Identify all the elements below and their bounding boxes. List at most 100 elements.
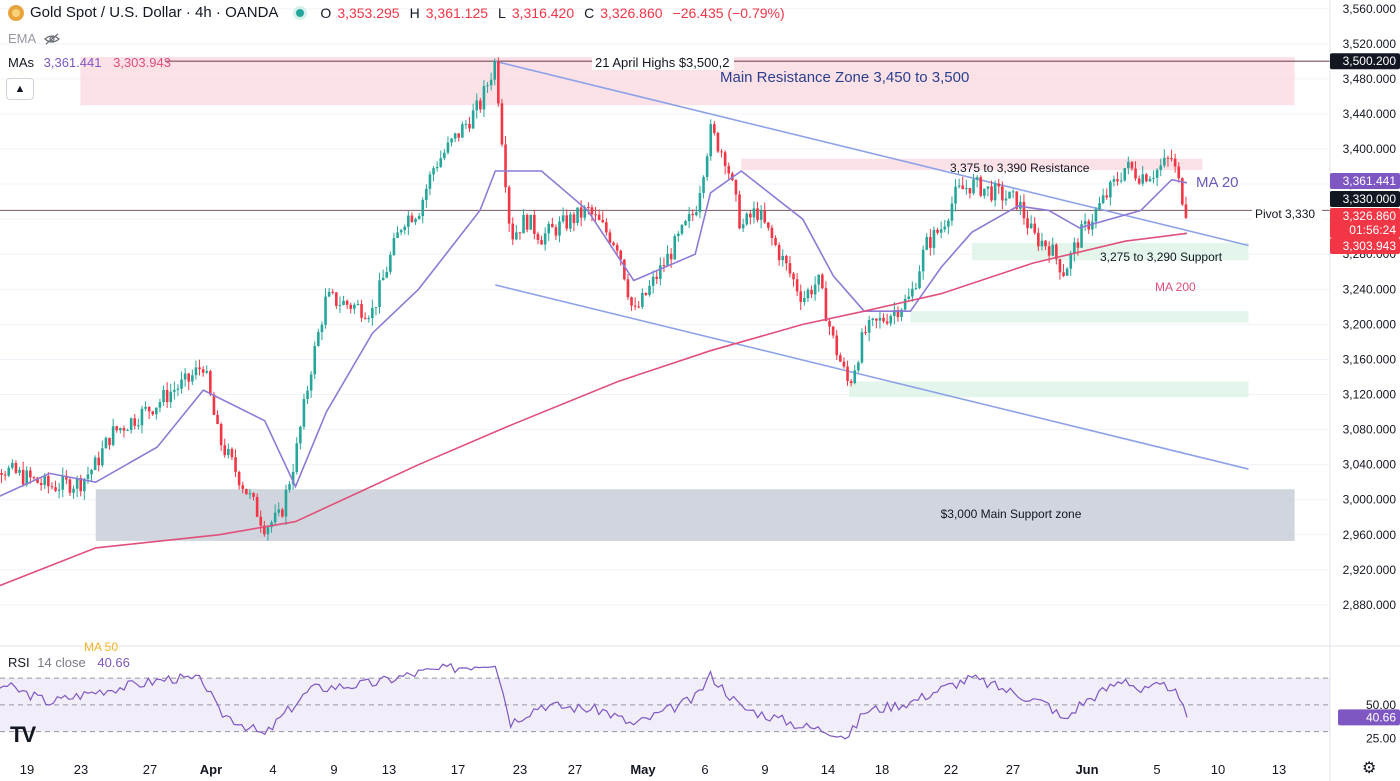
candle-body	[821, 274, 824, 289]
candle-body	[723, 152, 727, 167]
candle-body	[1069, 253, 1073, 269]
price-label-text: 3,326.860	[1343, 209, 1397, 223]
candle-body	[450, 138, 453, 143]
candle-body	[335, 292, 338, 306]
candle-body	[1163, 157, 1166, 166]
candle-body	[435, 166, 439, 169]
candle-body	[1033, 223, 1037, 233]
candle-body	[709, 124, 713, 157]
candle-body	[990, 186, 993, 201]
label-background	[1252, 207, 1322, 221]
candle-body	[774, 237, 777, 245]
candle-body	[86, 474, 90, 479]
candle-body	[155, 407, 158, 415]
candle-body	[587, 207, 590, 209]
y-tick-label: 3,240.000	[1343, 282, 1397, 296]
mas-indicator-row[interactable]: MAs 3,361.441 3,303.943	[8, 55, 171, 70]
ema-indicator-row[interactable]: EMA	[8, 31, 61, 46]
candle-body	[950, 203, 954, 221]
candle-body	[1141, 174, 1145, 184]
candle-body	[799, 291, 803, 302]
candle-body	[605, 222, 608, 233]
candle-body	[353, 304, 356, 309]
candle-body	[947, 220, 950, 227]
candle-body	[259, 516, 263, 526]
candle-body	[831, 326, 835, 336]
candle-body	[500, 103, 504, 145]
candle-body	[7, 467, 11, 476]
candle-body	[129, 418, 133, 431]
candlesticks	[0, 57, 1188, 541]
candle-body	[1055, 244, 1058, 260]
candle-body	[108, 437, 111, 446]
candle-body	[0, 472, 3, 475]
eye-hidden-icon[interactable]	[44, 33, 61, 45]
x-tick-label: 4	[269, 762, 276, 777]
y-tick-label: 3,120.000	[1343, 388, 1397, 402]
candle-body	[414, 218, 417, 223]
candle-body	[903, 299, 907, 310]
annotation-labels: 3,500.200 3,361.441 3,330.000 3,326.86001:5…	[84, 53, 1400, 726]
rsi-value-box	[1338, 709, 1400, 726]
candle-body	[997, 183, 1001, 187]
candle-body	[957, 185, 961, 187]
x-tick-label: 27	[143, 762, 157, 777]
candle-body	[65, 475, 68, 480]
candle-body	[716, 132, 720, 152]
candle-body	[18, 469, 21, 473]
candle-body	[504, 144, 507, 188]
candle-body	[554, 227, 558, 236]
candle-body	[1047, 246, 1051, 256]
candle-body	[601, 220, 605, 223]
chart-header: Gold Spot / U.S. Dollar · 4h · OANDA O 3,…	[8, 4, 789, 21]
candle-body	[518, 232, 522, 234]
symbol-title[interactable]: Gold Spot / U.S. Dollar · 4h · OANDA	[30, 4, 279, 21]
candle-body	[21, 469, 25, 485]
candle-body	[1145, 174, 1148, 182]
candle-body	[515, 232, 518, 240]
low-label: L	[498, 4, 506, 21]
candle-body	[619, 250, 623, 260]
candle-body	[97, 457, 101, 466]
x-tick-label: 13	[382, 762, 396, 777]
x-tick-label: May	[630, 762, 656, 777]
candle-body	[734, 179, 738, 195]
candle-body	[929, 237, 932, 248]
candle-body	[1109, 181, 1112, 198]
candle-body	[803, 298, 806, 302]
candle-body	[309, 374, 313, 391]
price-label-text: 3,500.200	[1343, 54, 1397, 68]
tradingview-logo-icon[interactable]: TV	[10, 722, 36, 747]
candle-body	[785, 255, 788, 264]
candle-body	[662, 265, 666, 267]
collapse-indicators-button[interactable]: ▲	[6, 78, 34, 100]
x-tick-label: Apr	[200, 762, 222, 777]
settings-gear-icon[interactable]: ⚙	[1362, 760, 1377, 777]
candle-body	[1026, 218, 1029, 229]
candle-body	[817, 274, 821, 285]
candle-body	[464, 123, 468, 125]
candle-body	[11, 463, 14, 468]
candle-body	[324, 296, 327, 325]
candle-body	[525, 214, 529, 230]
candle-body	[165, 390, 169, 403]
candle-body	[871, 318, 875, 321]
candle-body	[907, 296, 911, 300]
candle-body	[209, 371, 212, 395]
zone-2	[971, 242, 1249, 261]
candle-body	[295, 443, 299, 472]
candle-body	[367, 318, 371, 320]
candle-body	[385, 271, 389, 278]
candle-body	[126, 430, 129, 432]
candle-body	[475, 100, 479, 111]
rsi-params: 14 close	[37, 655, 86, 670]
rsi-header[interactable]: RSI 14 close 40.66	[8, 655, 130, 670]
candle-body	[666, 253, 669, 266]
candle-body	[133, 418, 137, 426]
candle-body	[446, 142, 450, 153]
candle-body	[25, 470, 29, 485]
candle-body	[36, 477, 39, 483]
rsi-tick-label: 25.00	[1366, 731, 1396, 745]
candle-body	[594, 214, 597, 216]
